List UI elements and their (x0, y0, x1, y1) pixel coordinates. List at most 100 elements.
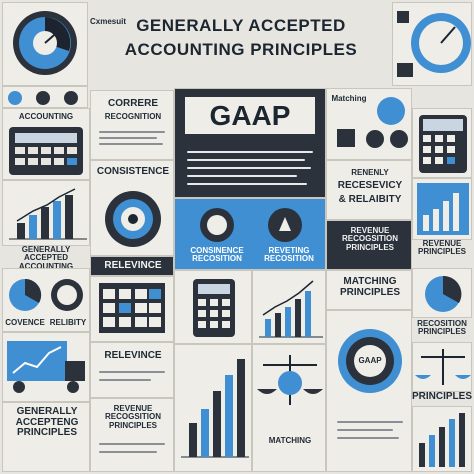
recesevicy-label: RECESEVICY (337, 180, 403, 191)
poster-title: GENERALLY ACCEPTED ACCOUNTING PRINCIPLES (92, 8, 390, 80)
bar-chart-graphic (9, 188, 87, 240)
right-revenue-label: REVENUE PRINCIPLES (412, 239, 472, 257)
consistence-panel: CONSISTENCE (90, 160, 174, 256)
right-pie-panel (412, 268, 472, 318)
revenue-small-line-3: PRINCIPLES (108, 420, 157, 430)
accounting-label: ACCOUNTING (18, 112, 74, 121)
right-bars-panel (412, 178, 472, 240)
title-line-2: ACCOUNTING PRINCIPLES (124, 40, 358, 59)
right-matching-line-2: PRINCIPLES (417, 327, 466, 337)
right-calculator-panel (412, 108, 472, 178)
calculator-icon-2 (193, 279, 235, 337)
left-bar-chart-panel (2, 180, 90, 246)
right-scales-icon (415, 349, 471, 385)
accounting-calculator-panel: ACCOUNTING (2, 108, 90, 180)
right-revenue-line-1: REVENUE (422, 239, 462, 248)
seal-label: GAAP (358, 356, 382, 365)
pie-icons (9, 278, 83, 311)
matching-line-2: PRINCIPLES (339, 286, 400, 298)
left-pie-panel: COVENCE RELIBITY (2, 268, 90, 332)
reveting-label: REVETING RECOSITION (253, 246, 325, 264)
reliability-label: & RELAIBITY (338, 194, 402, 205)
small-icons (8, 91, 78, 105)
calculator-icon-3 (419, 115, 467, 173)
matching-top-panel: Matching (326, 88, 412, 160)
right-principles-label: PRINCIPLES (412, 391, 473, 402)
scales-icon (257, 355, 323, 405)
revenue-recognition-panel: REVENUE RECOGSITION PRINCIPLES (326, 220, 412, 270)
bottom-left-title-panel: GENERALLY ACCEPTENG PRINCIPLES (2, 402, 90, 472)
icon-strip-left (2, 86, 88, 108)
right-bottom-chart-graphic (419, 413, 465, 467)
matching-principles-panel: MATCHING PRINCIPLES (326, 270, 412, 310)
tall-bar-chart-graphic (181, 359, 249, 458)
gaap-label: GAAP (185, 97, 315, 135)
gap-left-line-1: GENERALLY ACCEPTED (21, 245, 71, 263)
center-calculator-panel (174, 270, 252, 344)
reveting-line-1: REVETING (268, 246, 310, 255)
revenue-small-line-2: RECOGSITION (104, 412, 161, 422)
relevince-label-1: RELEVINCE (104, 260, 162, 271)
consistence-label: CONSISTENCE (96, 166, 170, 177)
revenue-small-line-1: REVENUE (113, 404, 153, 413)
center-blue-panel: CONSINENCE RECOSITION REVETING RECOSITIO… (174, 198, 326, 270)
truck-chart-icon (7, 341, 85, 393)
renenly-label: RENENLY (351, 168, 389, 177)
matching-principles-text: MATCHING PRINCIPLES (329, 276, 411, 298)
target-icon (105, 191, 161, 247)
grid-icon (99, 283, 165, 333)
seal-panel: GAAP (326, 310, 412, 472)
right-pie-icon (425, 275, 462, 312)
reliability-panel: RENENLY RECESEVICY & RELAIBITY (326, 160, 412, 220)
center-scales-panel: MATCHING (252, 344, 326, 472)
center-round-icons (200, 208, 302, 242)
seal-icon (338, 329, 402, 393)
matching-bottom-label: MATCHING (268, 436, 312, 445)
right-matching-label: RECOSITION PRINCIPLES (412, 319, 472, 337)
right-bar-chart-graphic (417, 183, 469, 235)
dial-icon (397, 11, 471, 77)
revenue-line-2: RECOGSITION (341, 234, 398, 244)
top-left-gauge-panel (2, 2, 88, 86)
gaap-panel: GAAP (174, 88, 326, 198)
trend-chart-graphic (259, 280, 323, 338)
left-truck-panel (2, 332, 90, 402)
top-small-label: Cxmesuit (89, 17, 126, 26)
revenue-small-text: REVENUE RECOGSITION PRINCIPLES (93, 404, 173, 430)
bottom-left-line-1: GENERALLY (16, 406, 78, 417)
reveting-line-2: RECOSITION (264, 254, 314, 264)
consinence-line-1: CONSINENCE (190, 246, 244, 255)
consinence-line-2: RECOSITION (192, 254, 242, 264)
revenue-small-panel: REVENUE RECOGSITION PRINCIPLES (90, 398, 174, 472)
recognition-label: RECOGNITION (104, 112, 162, 121)
matching-top-label: Matching (331, 94, 367, 103)
revenue-line-1: REVENUE (350, 226, 390, 235)
covence-label: COVENCE (5, 318, 45, 327)
revenue-line-3: PRINCIPLES (345, 242, 394, 252)
correre-label: CORRERE (107, 98, 158, 109)
bottom-left-line-2: ACCEPTENG (15, 416, 79, 428)
matching-line-1: MATCHING (343, 276, 397, 287)
top-right-gauge-panel (392, 2, 472, 86)
center-trend-panel (252, 270, 326, 344)
right-bottom-bars-panel (412, 406, 472, 472)
recognition-panel: CORRERE RECOGNITION (90, 90, 174, 160)
right-matching-line-1: RECOSITION (417, 319, 467, 328)
relevince-label-2: RELEVINCE (104, 350, 162, 361)
matching-icons (337, 97, 408, 148)
gauge-icon (13, 11, 77, 75)
right-scales-panel (412, 342, 472, 392)
consinence-label: CONSINENCE RECOSITION (179, 246, 255, 264)
bottom-left-line-3: PRINCIPLES (16, 427, 77, 438)
right-revenue-line-2: PRINCIPLES (417, 247, 466, 257)
center-bottom-bars-panel (174, 344, 252, 472)
title-line-1: GENERALLY ACCEPTED (136, 16, 346, 35)
relevince-panel-2: RELEVINCE (90, 342, 174, 398)
calculator-icon (9, 127, 83, 175)
relevince-panel-1: RELEVINCE (90, 256, 174, 276)
bottom-left-text: GENERALLY ACCEPTENG PRINCIPLES (5, 406, 89, 439)
relibity-label: RELIBITY (49, 318, 87, 327)
revenue-recognition-text: REVENUE RECOGSITION PRINCIPLES (329, 226, 411, 252)
calendar-panel (90, 276, 174, 342)
